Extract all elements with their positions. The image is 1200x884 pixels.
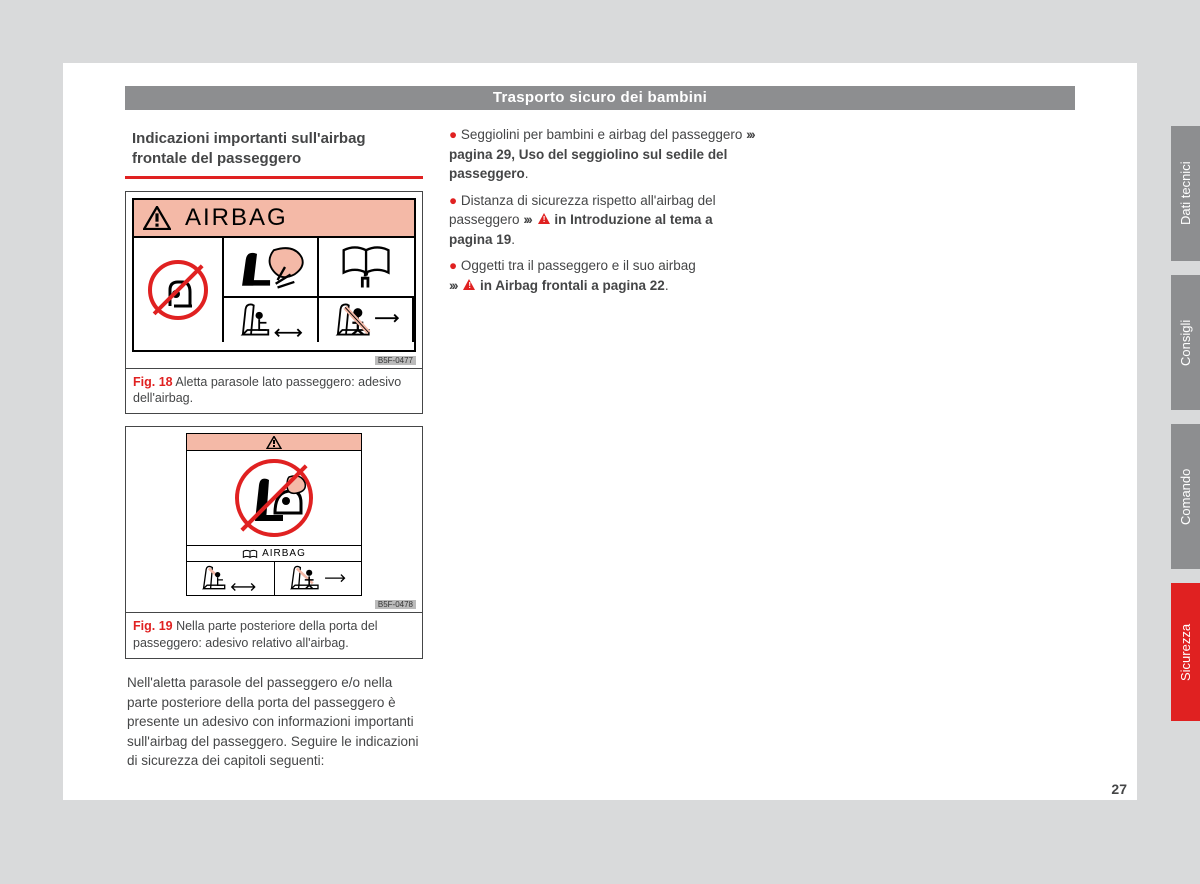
figure-code: B5F-0478 (375, 600, 416, 609)
subsection-title: Indicazioni importanti sull'airbag front… (125, 129, 423, 179)
seat-position-icon (224, 298, 319, 342)
manual-page: Trasporto sicuro dei bambini Indicazioni… (63, 63, 1137, 800)
warning-icon (538, 213, 551, 225)
prohibition-child-seat-icon (134, 238, 224, 342)
bullet-icon: ● (449, 127, 457, 142)
bullet-icon: ● (449, 193, 457, 208)
seat-airbag-deploy-icon (224, 238, 319, 298)
left-column: Indicazioni importanti sull'airbag front… (125, 129, 423, 771)
bullet-2: ● Distanza di sicurezza rispetto all'air… (449, 191, 759, 250)
manual-book-icon (319, 238, 414, 298)
tab-consigli[interactable]: Consigli (1171, 275, 1200, 410)
figure-code: B5F-0477 (375, 356, 416, 365)
page-link[interactable]: in Airbag frontali a pagina 22 (480, 278, 665, 293)
page-link[interactable]: pagina 29, Uso del seggiolino sul sedile… (449, 147, 727, 182)
figure-18-caption: Fig. 18 Aletta parasole lato passeggero:… (126, 368, 422, 414)
seat-distance-icon (275, 562, 362, 595)
figure-19: AIRBAG (125, 426, 423, 659)
bullet-1: ● Seggiolini per bambini e airbag del pa… (449, 125, 759, 184)
airbag-text-label: AIRBAG (186, 546, 362, 562)
tab-comando[interactable]: Comando (1171, 424, 1200, 569)
tab-sicurezza[interactable]: Sicurezza (1171, 583, 1200, 721)
warning-triangle-icon (134, 206, 179, 230)
seat-belt-icon (319, 298, 414, 342)
section-header: Trasporto sicuro dei bambini (125, 86, 1075, 110)
figure-18-image: AIRBAG (126, 192, 422, 368)
chevron-icon: ››› (523, 212, 531, 227)
figure-19-image: AIRBAG (126, 427, 422, 612)
warning-triangle-icon (186, 433, 362, 451)
figure-18: AIRBAG (125, 191, 423, 415)
body-paragraph: Nell'aletta parasole del passeggero e/o … (125, 673, 423, 771)
chevron-icon: ››› (449, 278, 457, 293)
seat-adjust-icon (187, 562, 275, 595)
bullet-icon: ● (449, 258, 457, 273)
figure-19-caption: Fig. 19 Nella parte posteriore della por… (126, 612, 422, 658)
right-column: ● Seggiolini per bambini e airbag del pa… (449, 125, 759, 303)
warning-icon (463, 279, 476, 291)
side-tabs: Dati tecnici Consigli Comando Sicurezza (1171, 126, 1200, 735)
bullet-3: ● Oggetti tra il passeggero e il suo air… (449, 256, 759, 295)
tab-dati-tecnici[interactable]: Dati tecnici (1171, 126, 1200, 261)
airbag-label: AIRBAG (179, 204, 288, 232)
page-number: 27 (1111, 781, 1127, 797)
prohibition-rear-facing-icon (186, 451, 362, 546)
chevron-icon: ››› (746, 127, 754, 142)
